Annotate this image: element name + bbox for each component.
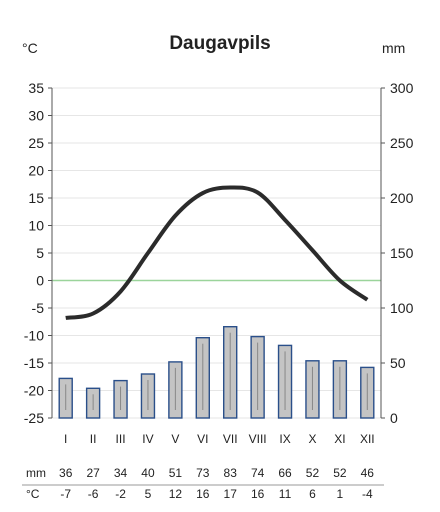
table-c-value: -2: [115, 487, 126, 501]
left-tick-label: -20: [24, 383, 44, 399]
data-table: mm °C 36 27 34 40 51 73 83 74 66 52 52 46 -7 -6 -2 5 12 1…: [22, 466, 384, 501]
table-mm-label: mm: [26, 466, 46, 480]
month-label: V: [171, 432, 179, 446]
table-mm-value: 83: [224, 466, 238, 480]
table-c-value: -4: [362, 487, 373, 501]
right-tick-label: 50: [390, 355, 406, 371]
month-label: IV: [142, 432, 153, 446]
table-c-value: 6: [309, 487, 316, 501]
table-mm-value: 46: [361, 466, 375, 480]
temperature-line: [65, 185, 369, 320]
table-c-value: 12: [169, 487, 183, 501]
grid: [52, 87, 381, 419]
month-label: VII: [223, 432, 238, 446]
table-c-label: °C: [26, 487, 40, 501]
left-tick-label: -25: [24, 410, 44, 426]
table-mm-value: 52: [333, 466, 347, 480]
month-label: III: [116, 432, 126, 446]
left-tick-label: 5: [36, 245, 44, 261]
left-tick-label: 35: [28, 80, 44, 96]
right-unit-label: mm: [382, 40, 405, 56]
table-mm-value: 34: [114, 466, 128, 480]
table-mm-value: 27: [86, 466, 100, 480]
left-axis-ticks: -25 -20 -15 -10 -5 0 5 10 15 20 25 30 35: [24, 80, 52, 426]
month-label: II: [90, 432, 97, 446]
table-mm-value: 74: [251, 466, 265, 480]
table-mm-value: 52: [306, 466, 320, 480]
table-c-value: 11: [279, 487, 292, 501]
table-c-value: -6: [88, 487, 99, 501]
table-mm-value: 73: [196, 466, 210, 480]
table-c-value: -7: [60, 487, 71, 501]
left-tick-label: 30: [28, 108, 44, 124]
table-mm-value: 40: [141, 466, 155, 480]
right-tick-label: 150: [390, 245, 414, 261]
right-tick-label: 300: [390, 80, 414, 96]
chart-title: Daugavpils: [169, 33, 270, 54]
table-c-value: 16: [196, 487, 210, 501]
left-tick-label: 25: [28, 135, 44, 151]
month-label: XII: [360, 432, 375, 446]
left-tick-label: 20: [28, 163, 44, 179]
left-unit-label: °C: [22, 40, 38, 56]
table-c-value: 16: [251, 487, 265, 501]
month-label: VI: [197, 432, 208, 446]
month-label: X: [308, 432, 316, 446]
left-tick-label: -10: [24, 328, 44, 344]
right-tick-label: 250: [390, 135, 414, 151]
right-tick-label: 100: [390, 300, 414, 316]
month-label: VIII: [249, 432, 267, 446]
table-mm-value: 36: [59, 466, 73, 480]
left-tick-label: 10: [28, 218, 44, 234]
left-tick-label: 15: [28, 190, 44, 206]
right-axis-ticks: 0 50 100 150 200 250 300: [381, 80, 414, 426]
month-labels: I II III IV V VI VII VIII IX X XI XII: [64, 432, 375, 446]
table-mm-value: 51: [169, 466, 183, 480]
table-c-value: 5: [145, 487, 152, 501]
table-c-value: 17: [224, 487, 238, 501]
table-c-value: 1: [337, 487, 344, 501]
month-label: I: [64, 432, 67, 446]
precipitation-bars: [58, 326, 375, 419]
left-tick-label: 0: [36, 273, 44, 289]
month-label: XI: [334, 432, 345, 446]
month-label: IX: [279, 432, 290, 446]
right-tick-label: 0: [390, 410, 398, 426]
right-tick-label: 200: [390, 190, 414, 206]
table-mm-value: 66: [278, 466, 292, 480]
left-tick-label: -5: [32, 300, 45, 316]
left-tick-label: -15: [24, 355, 44, 371]
